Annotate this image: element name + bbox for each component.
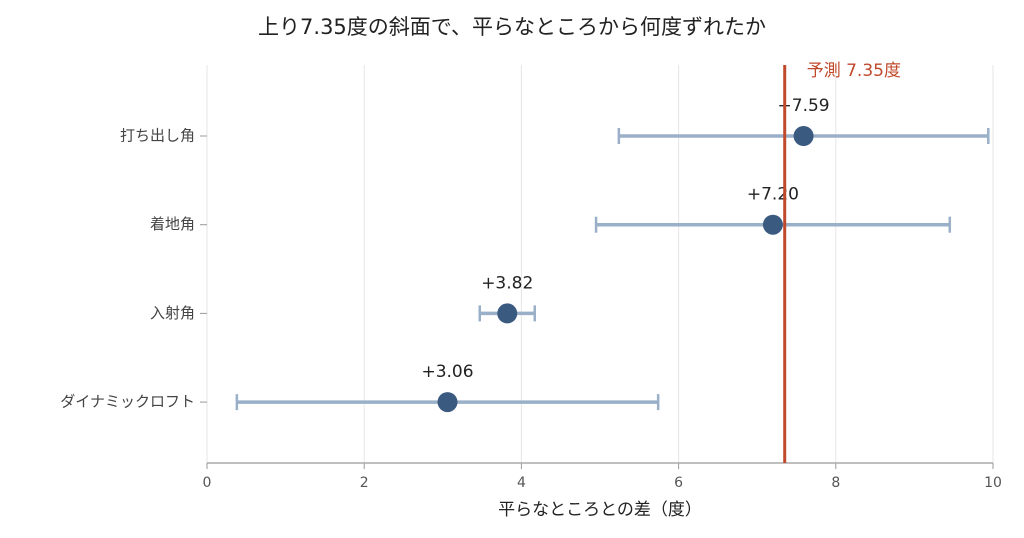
value-label: +3.82 — [481, 273, 533, 293]
dot — [762, 214, 783, 235]
y-tick-label: 打ち出し角 — [120, 127, 195, 145]
x-tick-label: 8 — [831, 475, 840, 491]
x-tick-label: 0 — [203, 475, 212, 491]
dot — [793, 126, 814, 146]
value-label: +3.06 — [421, 362, 473, 382]
x-tick-label: 4 — [517, 475, 526, 491]
x-tick-label: 2 — [360, 475, 369, 491]
y-tick-label: 入射角 — [150, 304, 195, 322]
y-tick-label: 着地角 — [150, 215, 195, 233]
value-label: +7.59 — [778, 96, 830, 116]
reference-label: 予測 7.35度 — [807, 61, 901, 81]
value-label: +7.20 — [747, 185, 799, 205]
chart-title: 上り7.35度の斜面で、平らなところから何度ずれたか — [258, 15, 766, 39]
x-tick-label: 10 — [984, 475, 1002, 491]
dot — [497, 303, 518, 324]
x-tick-label: 6 — [674, 475, 683, 491]
y-tick-label: ダイナミックロフト — [60, 393, 195, 411]
dot — [437, 392, 458, 413]
x-axis-label: 平らなところとの差（度） — [498, 500, 702, 520]
